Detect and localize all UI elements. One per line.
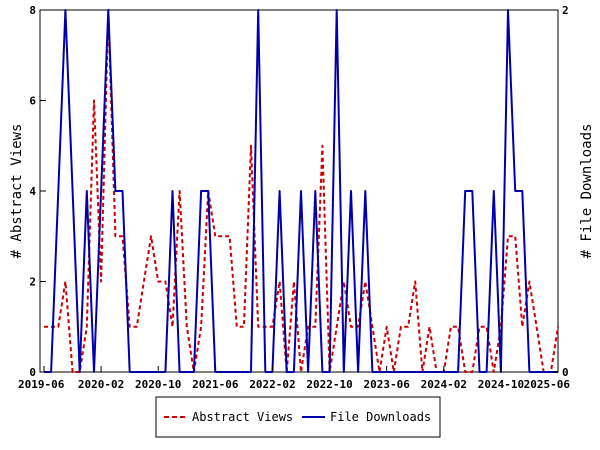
y-axis-title: # Abstract Views xyxy=(9,124,25,259)
legend-box xyxy=(155,396,441,438)
y2-axis-title: # File Downloads xyxy=(579,124,595,259)
x-tick-label: 2025-06 xyxy=(524,378,571,391)
x-tick-label: 2021-06 xyxy=(192,378,239,391)
series-layer xyxy=(44,9,559,373)
x-tick-label: 2019-06 xyxy=(18,378,65,391)
y2-tick-label: 0 xyxy=(562,366,569,379)
x-tick-label: 2024-02 xyxy=(421,378,467,391)
y-tick-label: 2 xyxy=(29,276,36,289)
y2-tick-label: 2 xyxy=(562,4,569,17)
x-tick-label: 2024-10 xyxy=(478,378,524,391)
x-tick-label: 2023-06 xyxy=(363,378,410,391)
axis-layer: 0 2 4 6 8 0 2 2019-06 2020-02 2020-10 2021-06 2022-… xyxy=(18,4,570,391)
x-tick-label: 2022-10 xyxy=(306,378,352,391)
y-tick-label: 0 xyxy=(29,366,36,379)
series-line-abstract-views xyxy=(44,9,559,373)
series-line-file-downloads xyxy=(44,9,558,373)
y-tick-label: 4 xyxy=(29,185,36,198)
legend-label-abstract-views: Abstract Views xyxy=(192,410,293,424)
y-tick-label: 8 xyxy=(29,4,36,17)
legend: Abstract Views File Downloads xyxy=(155,396,441,438)
x-tick-label: 2020-02 xyxy=(78,378,124,391)
legend-label-file-downloads: File Downloads xyxy=(330,410,431,424)
x-tick-label: 2020-10 xyxy=(135,378,181,391)
x-tick-label: 2022-02 xyxy=(249,378,295,391)
y-tick-label: 6 xyxy=(29,95,36,108)
